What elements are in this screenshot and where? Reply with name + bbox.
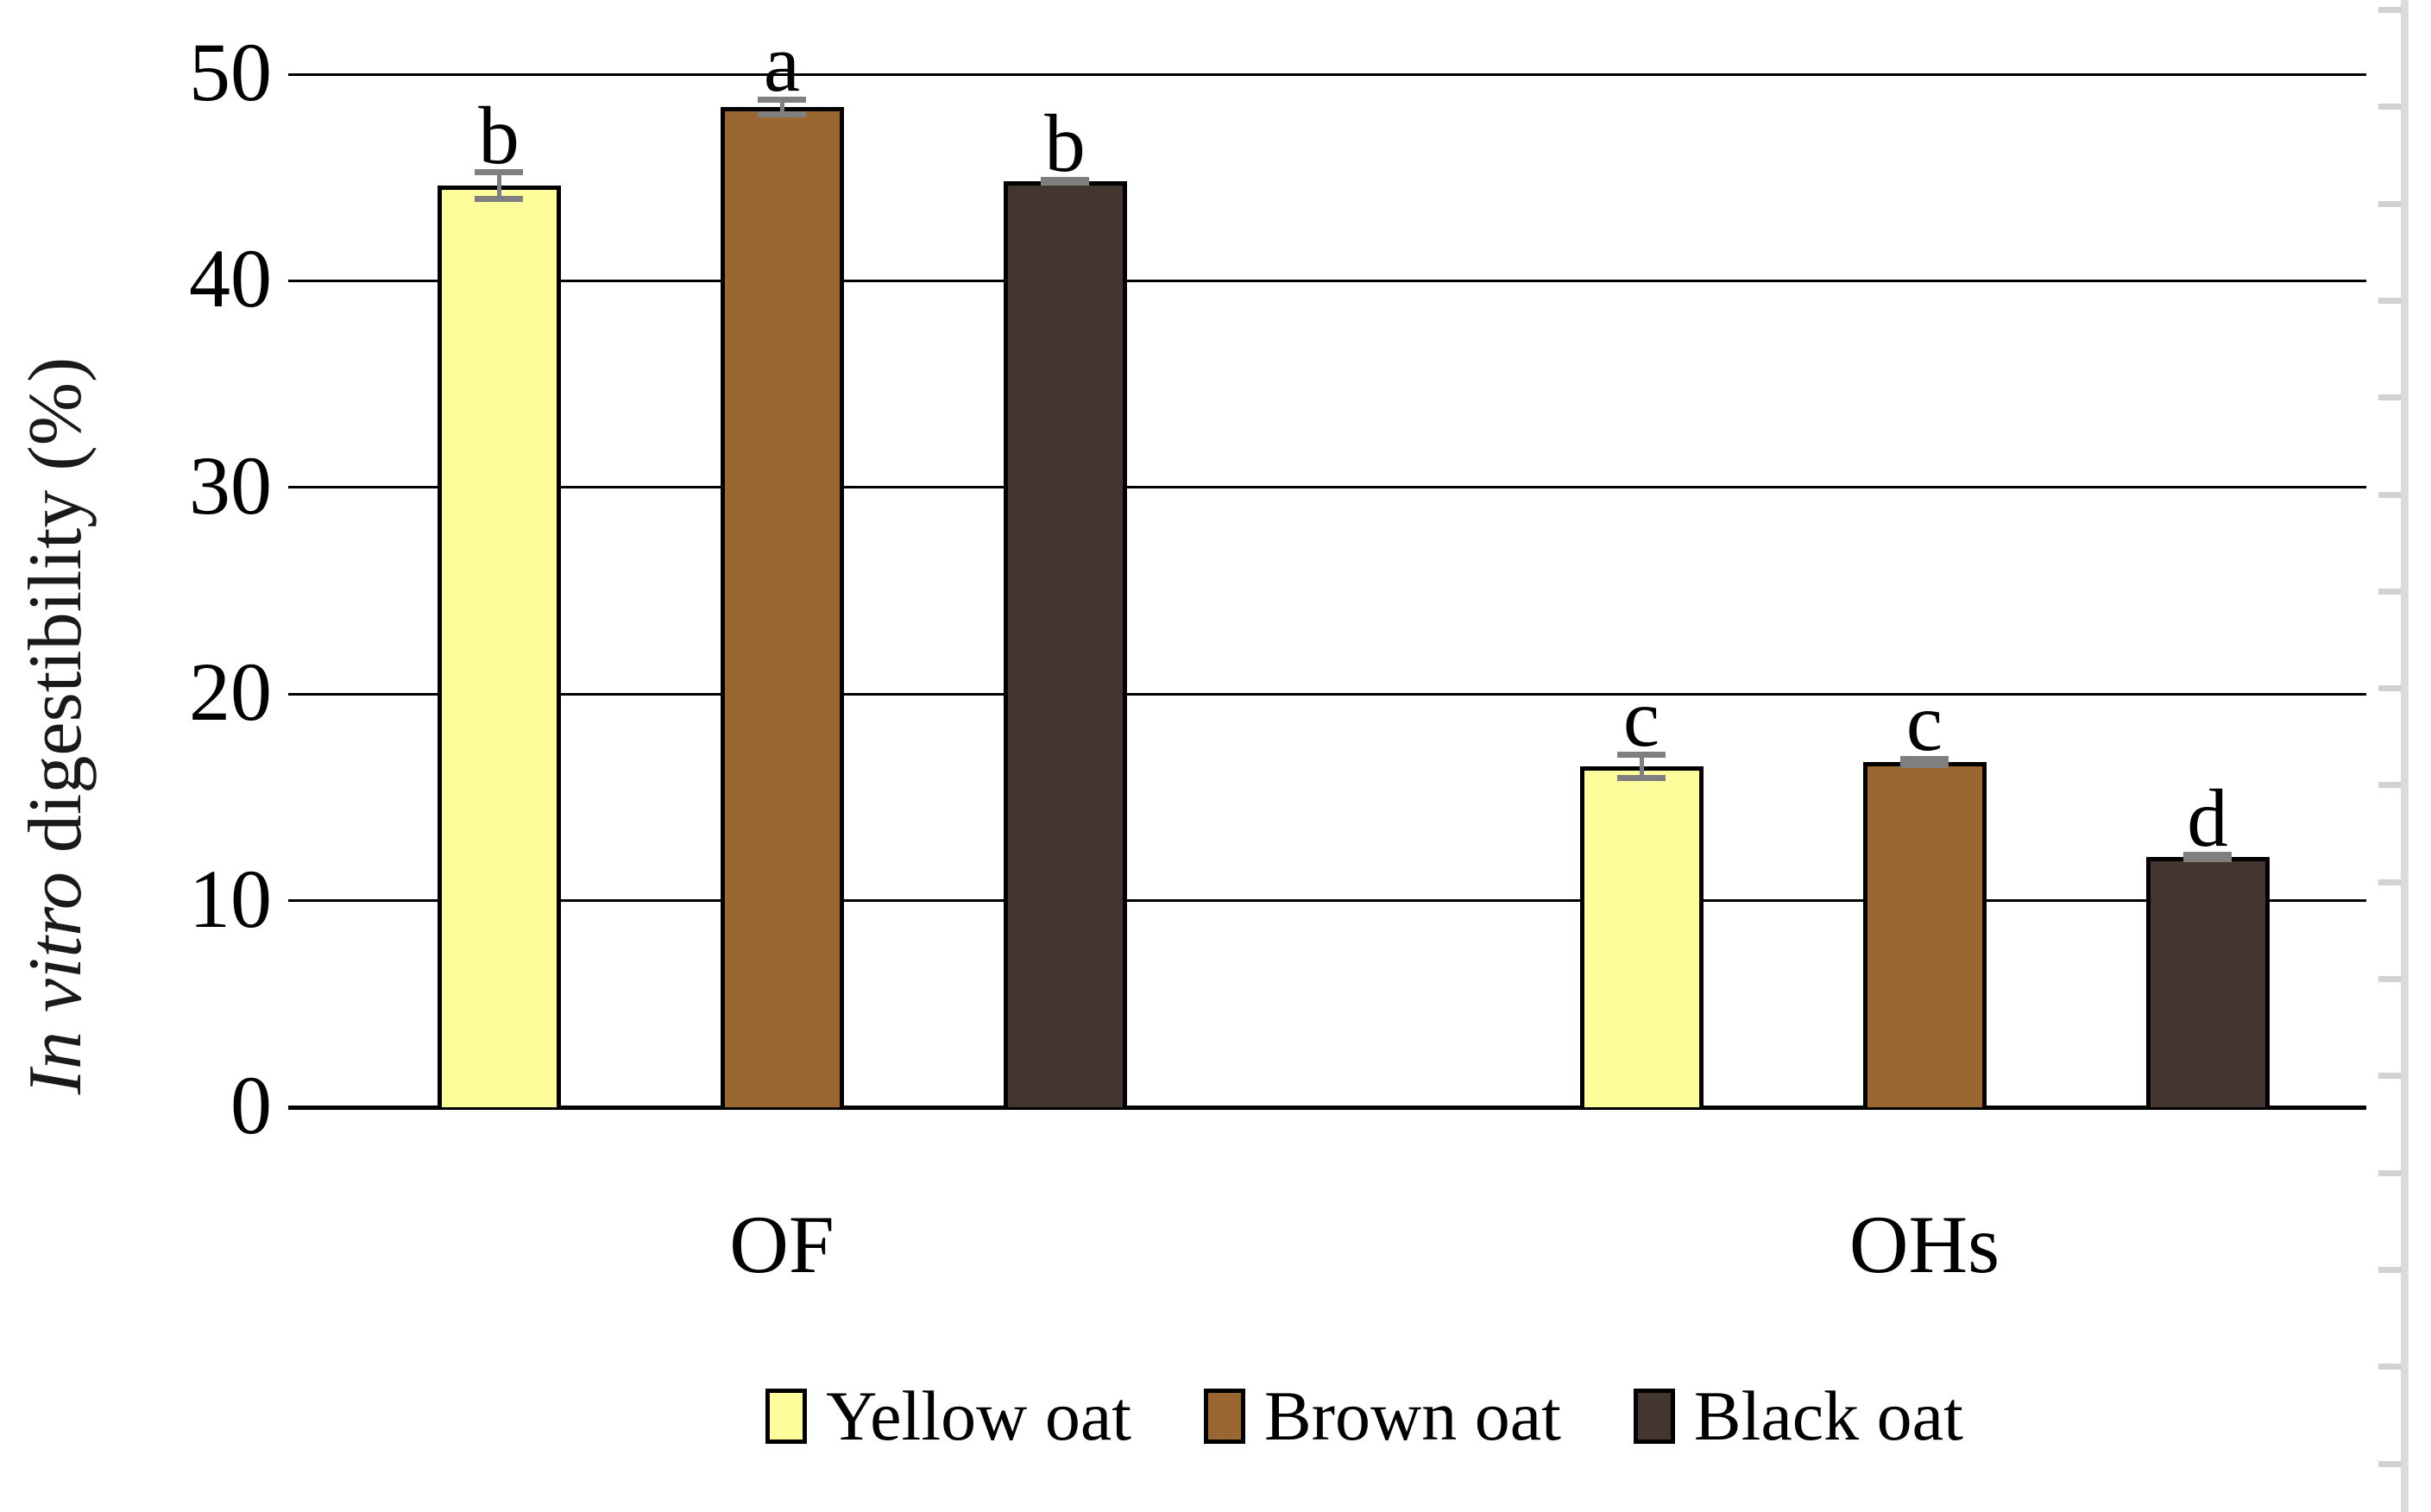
ruler-tick [2378, 1073, 2402, 1079]
significance-letter-brown-oat-of: a [763, 17, 801, 109]
legend-item-brown-oat: Brown oat [1204, 1381, 1561, 1452]
error-bar-cap-yellow-oat-of [475, 196, 523, 202]
y-tick-label-0: 0 [230, 1059, 272, 1151]
y-tick-label-10: 10 [189, 853, 272, 945]
significance-letter-black-oat-ohs: d [2187, 772, 2228, 864]
y-tick-label-20: 20 [189, 646, 272, 738]
ruler-tick [2378, 1267, 2402, 1273]
error-bar-cap-black-oat-of [1041, 180, 1089, 186]
ruler-tick [2378, 394, 2402, 400]
gridline-50 [288, 73, 2366, 76]
error-bar-cap-brown-oat-ohs [1900, 762, 1949, 768]
ruler-tick [2378, 298, 2402, 304]
page-edge-ruler [2336, 0, 2431, 1512]
gridline-40 [288, 280, 2366, 282]
significance-letter-yellow-oat-ohs: c [1622, 672, 1660, 764]
significance-letter-black-oat-of: b [1044, 98, 1086, 189]
legend-label-brown-oat: Brown oat [1264, 1377, 1561, 1455]
error-bar-cap-brown-oat-of [758, 97, 806, 103]
ruler-tick [2378, 104, 2402, 110]
ruler-tick [2378, 879, 2402, 885]
ruler-track [2401, 0, 2409, 1512]
significance-letter-yellow-oat-of: b [478, 90, 520, 181]
bar-brown-oat-ohs [1863, 762, 1987, 1107]
error-bar-cap-brown-oat-ohs [1900, 756, 1949, 762]
y-tick-label-40: 40 [189, 232, 272, 324]
error-bar-cap-yellow-oat-of [475, 169, 523, 175]
ruler-tick [2378, 1461, 2402, 1467]
significance-letter-brown-oat-ohs: c [1905, 677, 1943, 768]
black-oat-swatch-icon [1633, 1389, 1675, 1444]
yellow-oat-swatch-icon [765, 1389, 808, 1444]
ruler-tick [2378, 1170, 2402, 1176]
legend-item-yellow-oat: Yellow oat [765, 1381, 1131, 1452]
error-bar-yellow-oat-of [497, 169, 501, 202]
brown-oat-swatch-icon [1204, 1389, 1245, 1444]
error-bar-brown-oat-of [780, 97, 784, 117]
bar-black-oat-ohs [2146, 857, 2270, 1107]
error-bar-cap-black-oat-ohs [2183, 852, 2232, 858]
gridline-30 [288, 486, 2366, 488]
legend-label-black-oat: Black oat [1693, 1377, 1963, 1455]
ruler-tick [2378, 976, 2402, 982]
bar-black-oat-of [1004, 181, 1127, 1107]
legend-item-black-oat: Black oat [1633, 1377, 1963, 1455]
error-bar-cap-yellow-oat-ohs [1617, 775, 1666, 781]
legend-label-yellow-oat: Yellow oat [826, 1377, 1131, 1455]
ruler-tick [2378, 201, 2402, 207]
y-axis-title-regular-part: digestibility (%) [14, 356, 98, 873]
ruler-tick [2378, 492, 2402, 498]
error-bar-cap-yellow-oat-ohs [1617, 752, 1666, 758]
bar-brown-oat-of [721, 107, 844, 1107]
x-axis-line [288, 1106, 2366, 1110]
gridline-10 [288, 899, 2366, 902]
ruler-tick [2378, 7, 2402, 13]
bar-yellow-oat-ohs [1580, 766, 1704, 1107]
error-bar-cap-black-oat-ohs [2183, 856, 2232, 862]
gridline-20 [288, 693, 2366, 696]
y-tick-label-30: 30 [189, 439, 272, 532]
x-category-label-of: OF [729, 1199, 834, 1290]
y-tick-label-50: 50 [189, 26, 272, 118]
ruler-tick [2378, 685, 2402, 691]
error-bar-yellow-oat-ohs [1640, 752, 1644, 781]
x-category-label-ohs: OHs [1848, 1199, 2000, 1290]
bar-yellow-oat-of [438, 186, 561, 1107]
ruler-tick [2378, 1364, 2402, 1370]
error-bar-cap-brown-oat-of [758, 111, 806, 117]
ruler-tick [2378, 589, 2402, 595]
legend: Yellow oat Brown oat Black oat [362, 1377, 2366, 1455]
ruler-tick [2378, 782, 2402, 788]
